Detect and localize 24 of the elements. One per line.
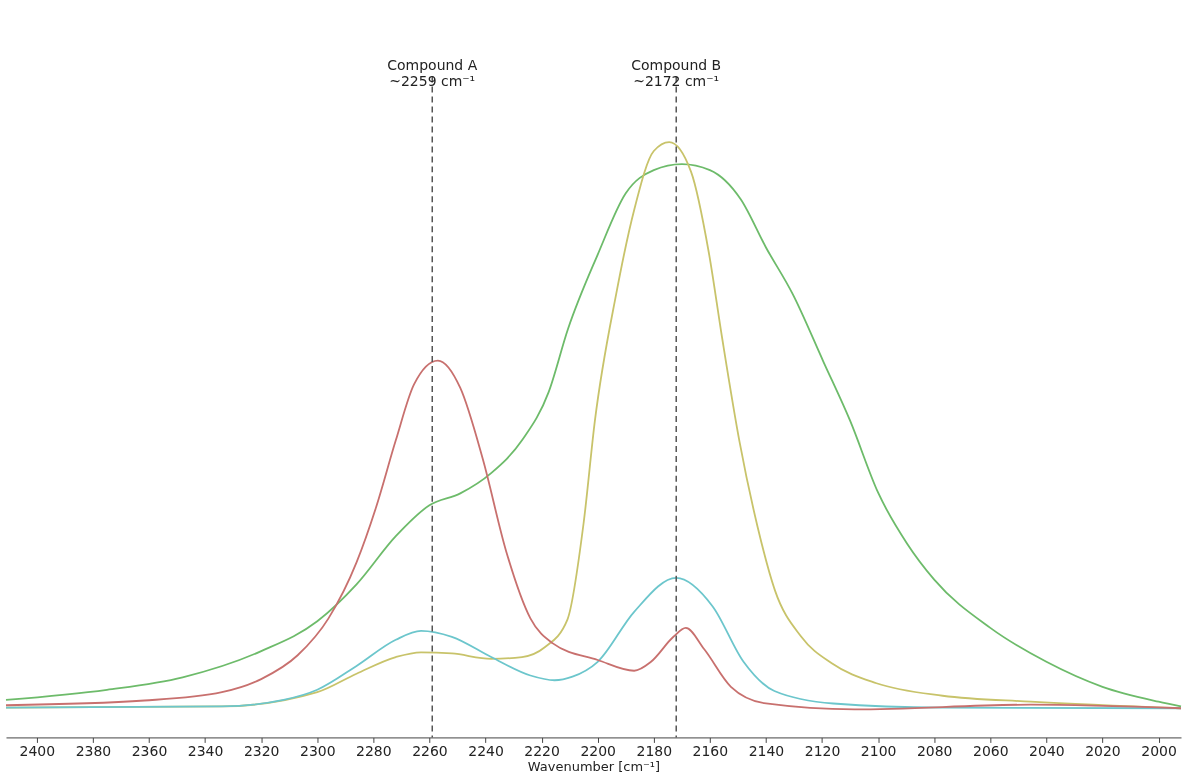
x-tick-label: 2400 — [19, 742, 56, 759]
x-tick-label: 2020 — [1085, 742, 1121, 759]
ref-line-label: Compound A ~2259 cm⁻¹ — [387, 56, 478, 89]
x-tick-label: 2340 — [187, 742, 224, 759]
x-tick-label: 2160 — [692, 742, 729, 759]
x-tick-label: 2140 — [748, 742, 785, 759]
x-tick-label: 2240 — [468, 742, 504, 759]
x-tick-label: 2380 — [75, 742, 112, 759]
x-tick-label: 2300 — [299, 742, 336, 759]
x-tick-label: 2260 — [412, 742, 448, 759]
x-tick-label: 2100 — [860, 742, 897, 759]
x-tick-label: 2040 — [1029, 742, 1065, 759]
x-tick-label: 2200 — [580, 742, 616, 759]
x-tick-label: 2360 — [131, 742, 168, 759]
x-tick-label: 2220 — [524, 742, 560, 759]
x-tick-label: 2280 — [356, 742, 392, 759]
x-tick-label: 2120 — [804, 742, 841, 759]
x-tick-label: 2180 — [636, 742, 673, 759]
x-tick-label: 2060 — [973, 742, 1009, 759]
x-axis-title: Wavenumber [cm⁻¹] — [527, 758, 661, 774]
x-tick-label: 2000 — [1141, 742, 1177, 759]
x-tick-label: 2320 — [243, 742, 280, 759]
x-tick-label: 2080 — [916, 742, 953, 759]
ref-line-label: Compound B ~2172 cm⁻¹ — [631, 56, 722, 89]
